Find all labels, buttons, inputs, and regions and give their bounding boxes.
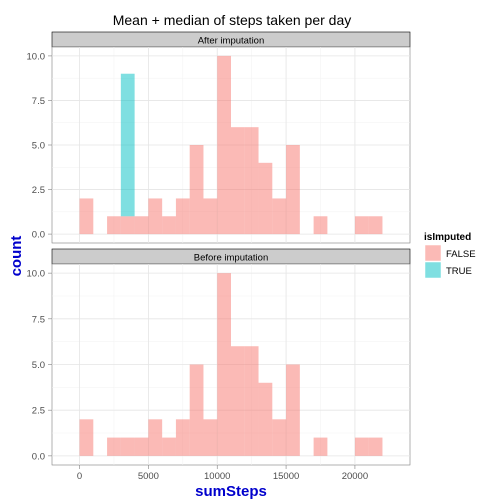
histogram-bar-false — [286, 145, 300, 235]
histogram-bar-false — [313, 437, 328, 456]
y-tick-label: 7.5 — [32, 314, 45, 325]
bars-after — [79, 55, 383, 235]
histogram-bar-false — [231, 346, 245, 456]
histogram-bar-false — [79, 419, 94, 456]
histogram-bar-false — [107, 437, 121, 456]
y-axis-label: count — [8, 236, 25, 277]
legend-label-false: FALSE — [446, 249, 476, 260]
histogram-bar-false — [244, 127, 259, 235]
histogram-bar-false — [203, 419, 218, 456]
y-tick-label: 5.0 — [32, 360, 45, 371]
histogram-bar-false — [189, 364, 204, 456]
strip-label-before: Before imputation — [194, 253, 268, 264]
histogram-bar-false — [354, 437, 369, 456]
histogram-bar-false — [134, 437, 149, 456]
histogram-bar-true — [120, 73, 135, 217]
histogram-bar-false — [162, 216, 176, 235]
x-axis: 0 5000 10000 15000 20000 — [77, 465, 368, 482]
x-axis-label: sumSteps — [195, 483, 267, 500]
histogram-bar-false — [272, 419, 287, 456]
histogram-bar-false — [189, 145, 204, 235]
y-axis-before: 0.0 2.5 5.0 7.5 10.0 — [27, 269, 52, 462]
legend-title: isImputed — [424, 232, 471, 243]
y-axis-after: 0.0 2.5 5.0 7.5 10.0 — [27, 51, 52, 241]
histogram-bar-false — [272, 198, 287, 235]
x-tick-label: 20000 — [342, 471, 368, 482]
y-tick-label: 10.0 — [27, 51, 46, 62]
histogram-bar-false — [368, 216, 383, 235]
histogram-bar-false — [231, 127, 245, 235]
y-tick-label: 10.0 — [27, 269, 46, 280]
histogram-bar-false — [258, 382, 273, 456]
panel-before: Before imputation 0.0 2.5 5.0 7.5 10.0 — [27, 248, 411, 466]
histogram-bar-false — [79, 198, 94, 235]
histogram-bar-false — [217, 273, 231, 456]
legend-key-false — [424, 244, 442, 262]
histogram-bar-false — [354, 216, 369, 235]
strip-label-after: After imputation — [198, 36, 265, 47]
bars-before — [79, 273, 383, 456]
histogram-bar-false — [120, 437, 135, 456]
panel-after: After imputation 0.0 2.5 5.0 7.5 10.0 — [27, 31, 411, 244]
y-tick-label: 2.5 — [32, 406, 45, 417]
histogram-bar-false — [120, 216, 135, 235]
histogram-bar-false — [148, 419, 163, 456]
histogram-bar-false — [107, 216, 121, 235]
y-tick-label: 5.0 — [32, 141, 45, 152]
histogram-bar-false — [175, 198, 190, 235]
y-tick-label: 0.0 — [32, 451, 45, 462]
chart-title: Mean + median of steps taken per day — [113, 12, 352, 28]
x-tick-label: 15000 — [273, 471, 299, 482]
y-tick-label: 2.5 — [32, 185, 45, 196]
legend: isImputed FALSE TRUE — [424, 232, 476, 279]
x-tick-label: 10000 — [204, 471, 230, 482]
histogram-bar-false — [286, 364, 300, 456]
histogram-bar-false — [258, 162, 273, 235]
y-tick-label: 7.5 — [32, 96, 45, 107]
histogram-bar-false — [148, 198, 163, 235]
legend-label-true: TRUE — [446, 266, 472, 277]
x-tick-label: 0 — [77, 471, 82, 482]
histogram-bar-false — [134, 216, 149, 235]
histogram-bar-false — [217, 55, 231, 235]
histogram-bar-false — [313, 216, 328, 235]
x-tick-label: 5000 — [138, 471, 159, 482]
legend-key-true — [424, 261, 442, 279]
histogram-bar-false — [368, 437, 383, 456]
histogram-bar-false — [203, 198, 218, 235]
histogram-bar-false — [244, 346, 259, 456]
histogram-bar-false — [162, 437, 176, 456]
histogram-bar-false — [175, 419, 190, 456]
y-tick-label: 0.0 — [32, 230, 45, 241]
